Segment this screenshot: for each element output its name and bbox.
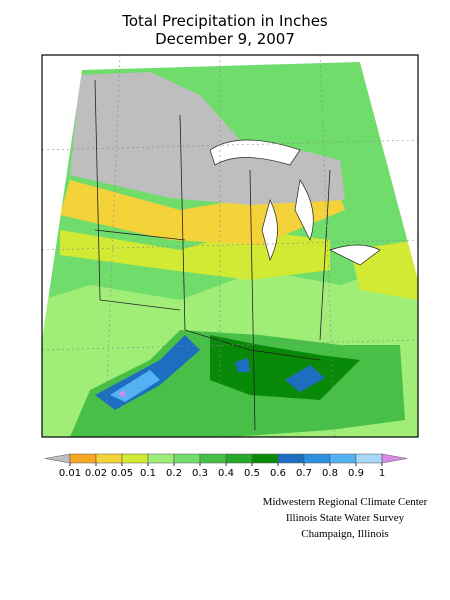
legend-tick-label: 0.05: [111, 468, 133, 479]
legend-tick-label: 0.7: [296, 468, 312, 479]
title: Total Precipitation in Inches: [121, 12, 328, 30]
legend-tick-label: 0.1: [140, 468, 156, 479]
legend-swatch: [199, 453, 227, 464]
legend-swatch: [355, 453, 383, 464]
legend-swatch: [277, 453, 305, 464]
legend-under: [44, 453, 71, 464]
legend-swatch: [251, 453, 279, 464]
legend-tick-label: 0.3: [192, 468, 208, 479]
credit: Illinois State Water Survey: [286, 512, 405, 524]
credit: Champaign, Illinois: [301, 528, 388, 540]
legend-swatch: [303, 453, 331, 464]
legend-tick-label: 0.5: [244, 468, 260, 479]
legend-swatch: [329, 453, 357, 464]
legend: 0.01 0.02 0.05 0.1 0.2 0.3 0.4 0.5 0.6 0.7 0.8 0.9 1: [44, 453, 408, 479]
map-frame: [41, 54, 419, 438]
legend-swatch: [225, 453, 253, 464]
legend-swatch: [95, 453, 123, 464]
legend-tick-label: 1: [379, 468, 385, 479]
legend-swatch: [69, 453, 97, 464]
legend-tick-label: 0.01: [59, 468, 81, 479]
legend-over: [381, 453, 408, 464]
legend-tick-label: 0.4: [218, 468, 234, 479]
legend-swatch: [173, 453, 201, 464]
legend-swatch: [147, 453, 175, 464]
legend-tick-label: 0.02: [85, 468, 107, 479]
legend-tick-label: 0.6: [270, 468, 286, 479]
credit: Midwestern Regional Climate Center: [263, 496, 428, 508]
legend-tick-label: 0.9: [348, 468, 364, 479]
legend-swatch: [121, 453, 149, 464]
legend-tick-label: 0.2: [166, 468, 182, 479]
map: [42, 55, 418, 437]
subtitle: December 9, 2007: [155, 30, 295, 48]
legend-tick-label: 0.8: [322, 468, 338, 479]
